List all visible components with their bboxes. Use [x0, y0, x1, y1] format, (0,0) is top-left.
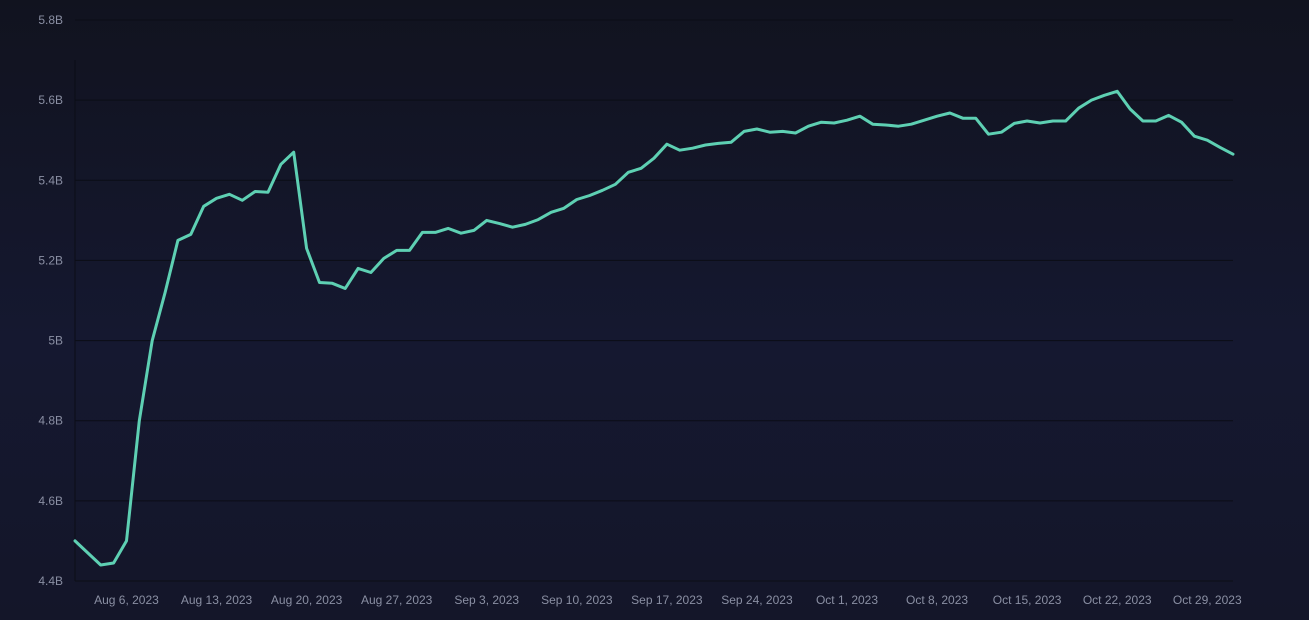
x-tick-label: Aug 13, 2023 [181, 593, 253, 607]
x-tick-label: Aug 6, 2023 [94, 593, 159, 607]
x-tick-label: Oct 29, 2023 [1173, 593, 1242, 607]
x-tick-label: Sep 3, 2023 [454, 593, 519, 607]
series-layer [73, 89, 1235, 567]
y-tick-label: 4.4B [38, 574, 63, 588]
y-tick-label: 4.6B [38, 494, 63, 508]
y-tick-label: 5.6B [38, 93, 63, 107]
x-axis: Aug 6, 2023 Aug 13, 2023 Aug 20, 2023 Aug 2… [94, 593, 1242, 607]
y-tick-label: 5B [48, 334, 63, 348]
x-tick-label: Oct 22, 2023 [1083, 593, 1152, 607]
y-tick-label: 4.8B [38, 414, 63, 428]
x-tick-label: Aug 27, 2023 [361, 593, 433, 607]
x-tick-label: Sep 10, 2023 [541, 593, 613, 607]
x-tick-label: Oct 8, 2023 [906, 593, 968, 607]
gridlines [74, 19, 1233, 582]
x-tick-label: Oct 15, 2023 [993, 593, 1062, 607]
x-tick-label: Sep 17, 2023 [631, 593, 703, 607]
x-tick-label: Aug 20, 2023 [271, 593, 343, 607]
y-tick-label: 5.8B [38, 13, 63, 27]
y-axis: 4.4B 4.6B 4.8B 5B 5.2B 5.4B 5.6B 5.8B [38, 13, 63, 588]
y-tick-label: 5.2B [38, 253, 63, 267]
x-tick-label: Oct 1, 2023 [816, 593, 878, 607]
x-tick-label: Sep 24, 2023 [721, 593, 793, 607]
y-tick-label: 5.4B [38, 173, 63, 187]
series-line-0 [73, 89, 1235, 567]
